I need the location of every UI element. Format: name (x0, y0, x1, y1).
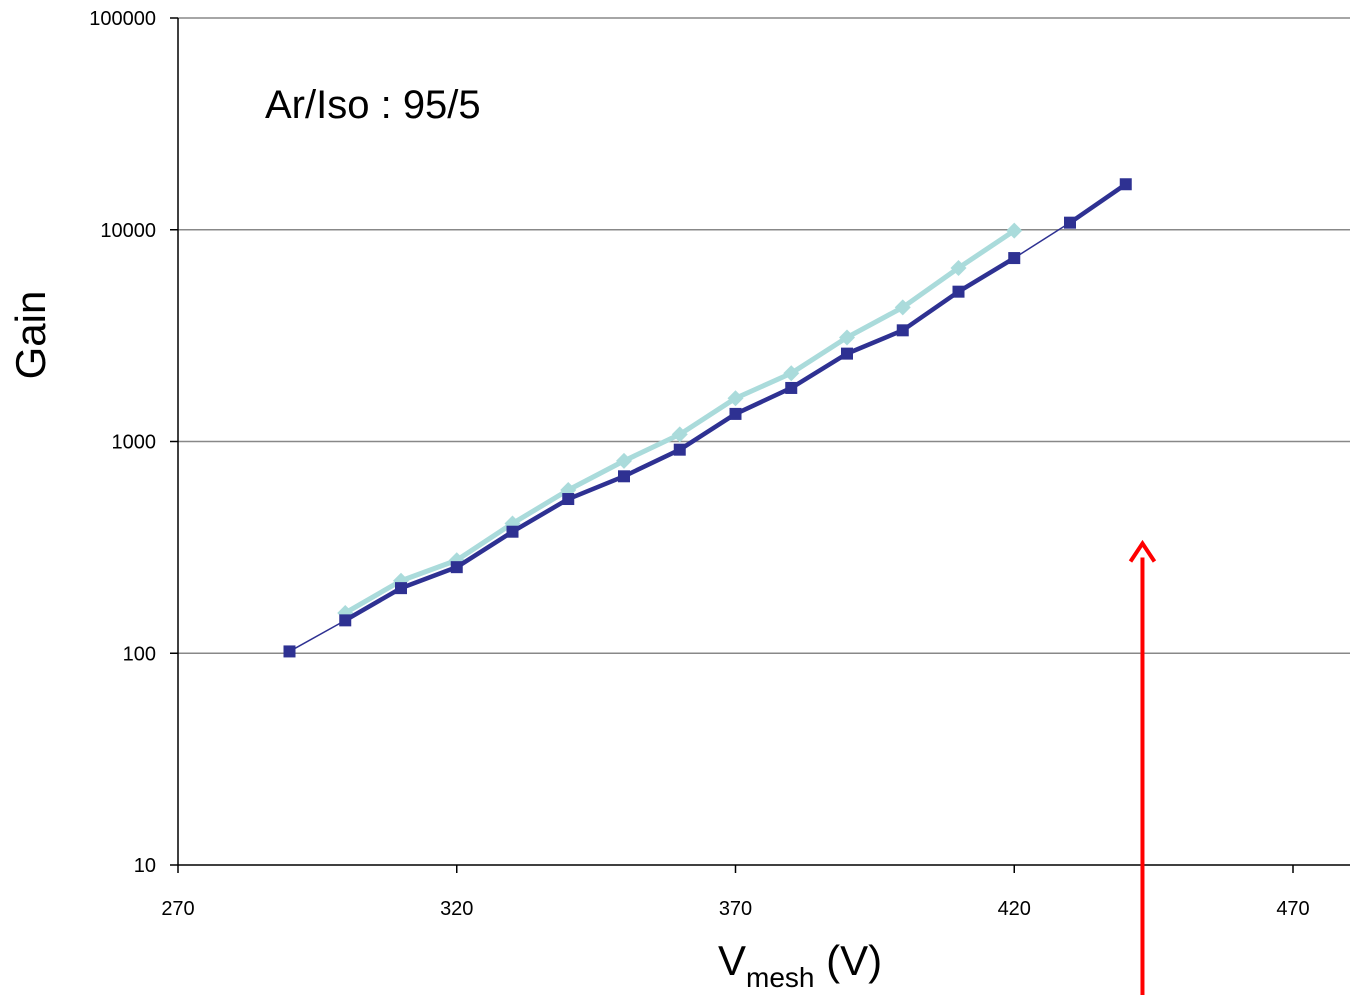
series-dark-point (618, 470, 630, 483)
series-dark-segment (454, 529, 515, 570)
series-dark-segment (510, 496, 571, 534)
annotation-text: Ar/Iso : 95/5 (265, 83, 481, 127)
series-dark-point (785, 381, 798, 394)
x-tick-label: 470 (1276, 898, 1309, 920)
arrow-head (1128, 539, 1157, 563)
series-dark-segment (398, 564, 459, 591)
y-tick-label: 10000 (100, 220, 156, 242)
series-dark-segment (1013, 221, 1071, 259)
y-tick-label: 10 (134, 855, 156, 877)
y-tick-label: 100000 (89, 8, 156, 30)
series-dark-segment (288, 619, 346, 653)
y-tick-label: 1000 (112, 432, 157, 454)
series-light-point (727, 390, 744, 407)
series-light-point (1006, 222, 1023, 239)
series-dark-segment (844, 328, 905, 356)
series-dark-point (395, 582, 407, 595)
series-light-point (950, 259, 967, 276)
series-dark-point (952, 285, 965, 298)
series-layer (283, 178, 1132, 658)
series-dark-segment (621, 447, 682, 479)
grid-lines (178, 17, 1350, 654)
x-tick-label: 370 (719, 898, 752, 920)
x-axis-title-main: V (718, 937, 746, 984)
x-axis-title-sub: mesh (746, 962, 814, 993)
y-tick-label: 100 (123, 643, 156, 665)
series-dark-segment (343, 585, 404, 623)
series-dark-point (1064, 216, 1076, 229)
series-dark-point (506, 525, 519, 538)
series-dark-segment (956, 255, 1017, 294)
series-dark-segment (1067, 182, 1128, 225)
x-axis-title: Vmesh (V) (718, 937, 882, 993)
series-light-point (783, 365, 800, 382)
series-dark-point (562, 493, 575, 506)
series-dark-segment (789, 351, 850, 391)
series-dark-segment (733, 385, 794, 417)
series-light-point (616, 452, 632, 469)
series-dark-point (1119, 178, 1132, 191)
x-tick-label: 320 (440, 898, 473, 920)
series-dark-point (896, 324, 909, 337)
series-dark-point (450, 561, 463, 574)
series-dark-point (673, 443, 686, 456)
x-axis-title-suffix: (V) (814, 937, 882, 984)
series-light-point (839, 329, 855, 346)
series-dark-point (1008, 252, 1021, 265)
x-tick-label: 420 (998, 898, 1031, 920)
series-dark-point (729, 407, 742, 420)
axes (170, 17, 1350, 873)
tick-labels: 10 100 1000 10000 100000 270 320 370 420 470 (89, 8, 1309, 920)
series-light-line (343, 228, 1016, 616)
series-light-point (671, 426, 688, 443)
series-dark-point (339, 614, 352, 627)
series-dark-point (283, 645, 296, 658)
series-light-point (894, 299, 911, 316)
series-dark-segment (900, 289, 961, 333)
y-axis-title: Gain (7, 291, 54, 380)
series-dark-point (841, 347, 853, 360)
series-dark-segment (566, 474, 627, 502)
arrow-annotation (1128, 539, 1157, 995)
x-tick-label: 270 (161, 898, 194, 920)
series-dark-segment (677, 411, 738, 452)
